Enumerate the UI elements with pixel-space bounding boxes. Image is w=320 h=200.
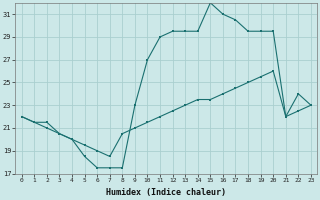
X-axis label: Humidex (Indice chaleur): Humidex (Indice chaleur)	[106, 188, 226, 197]
